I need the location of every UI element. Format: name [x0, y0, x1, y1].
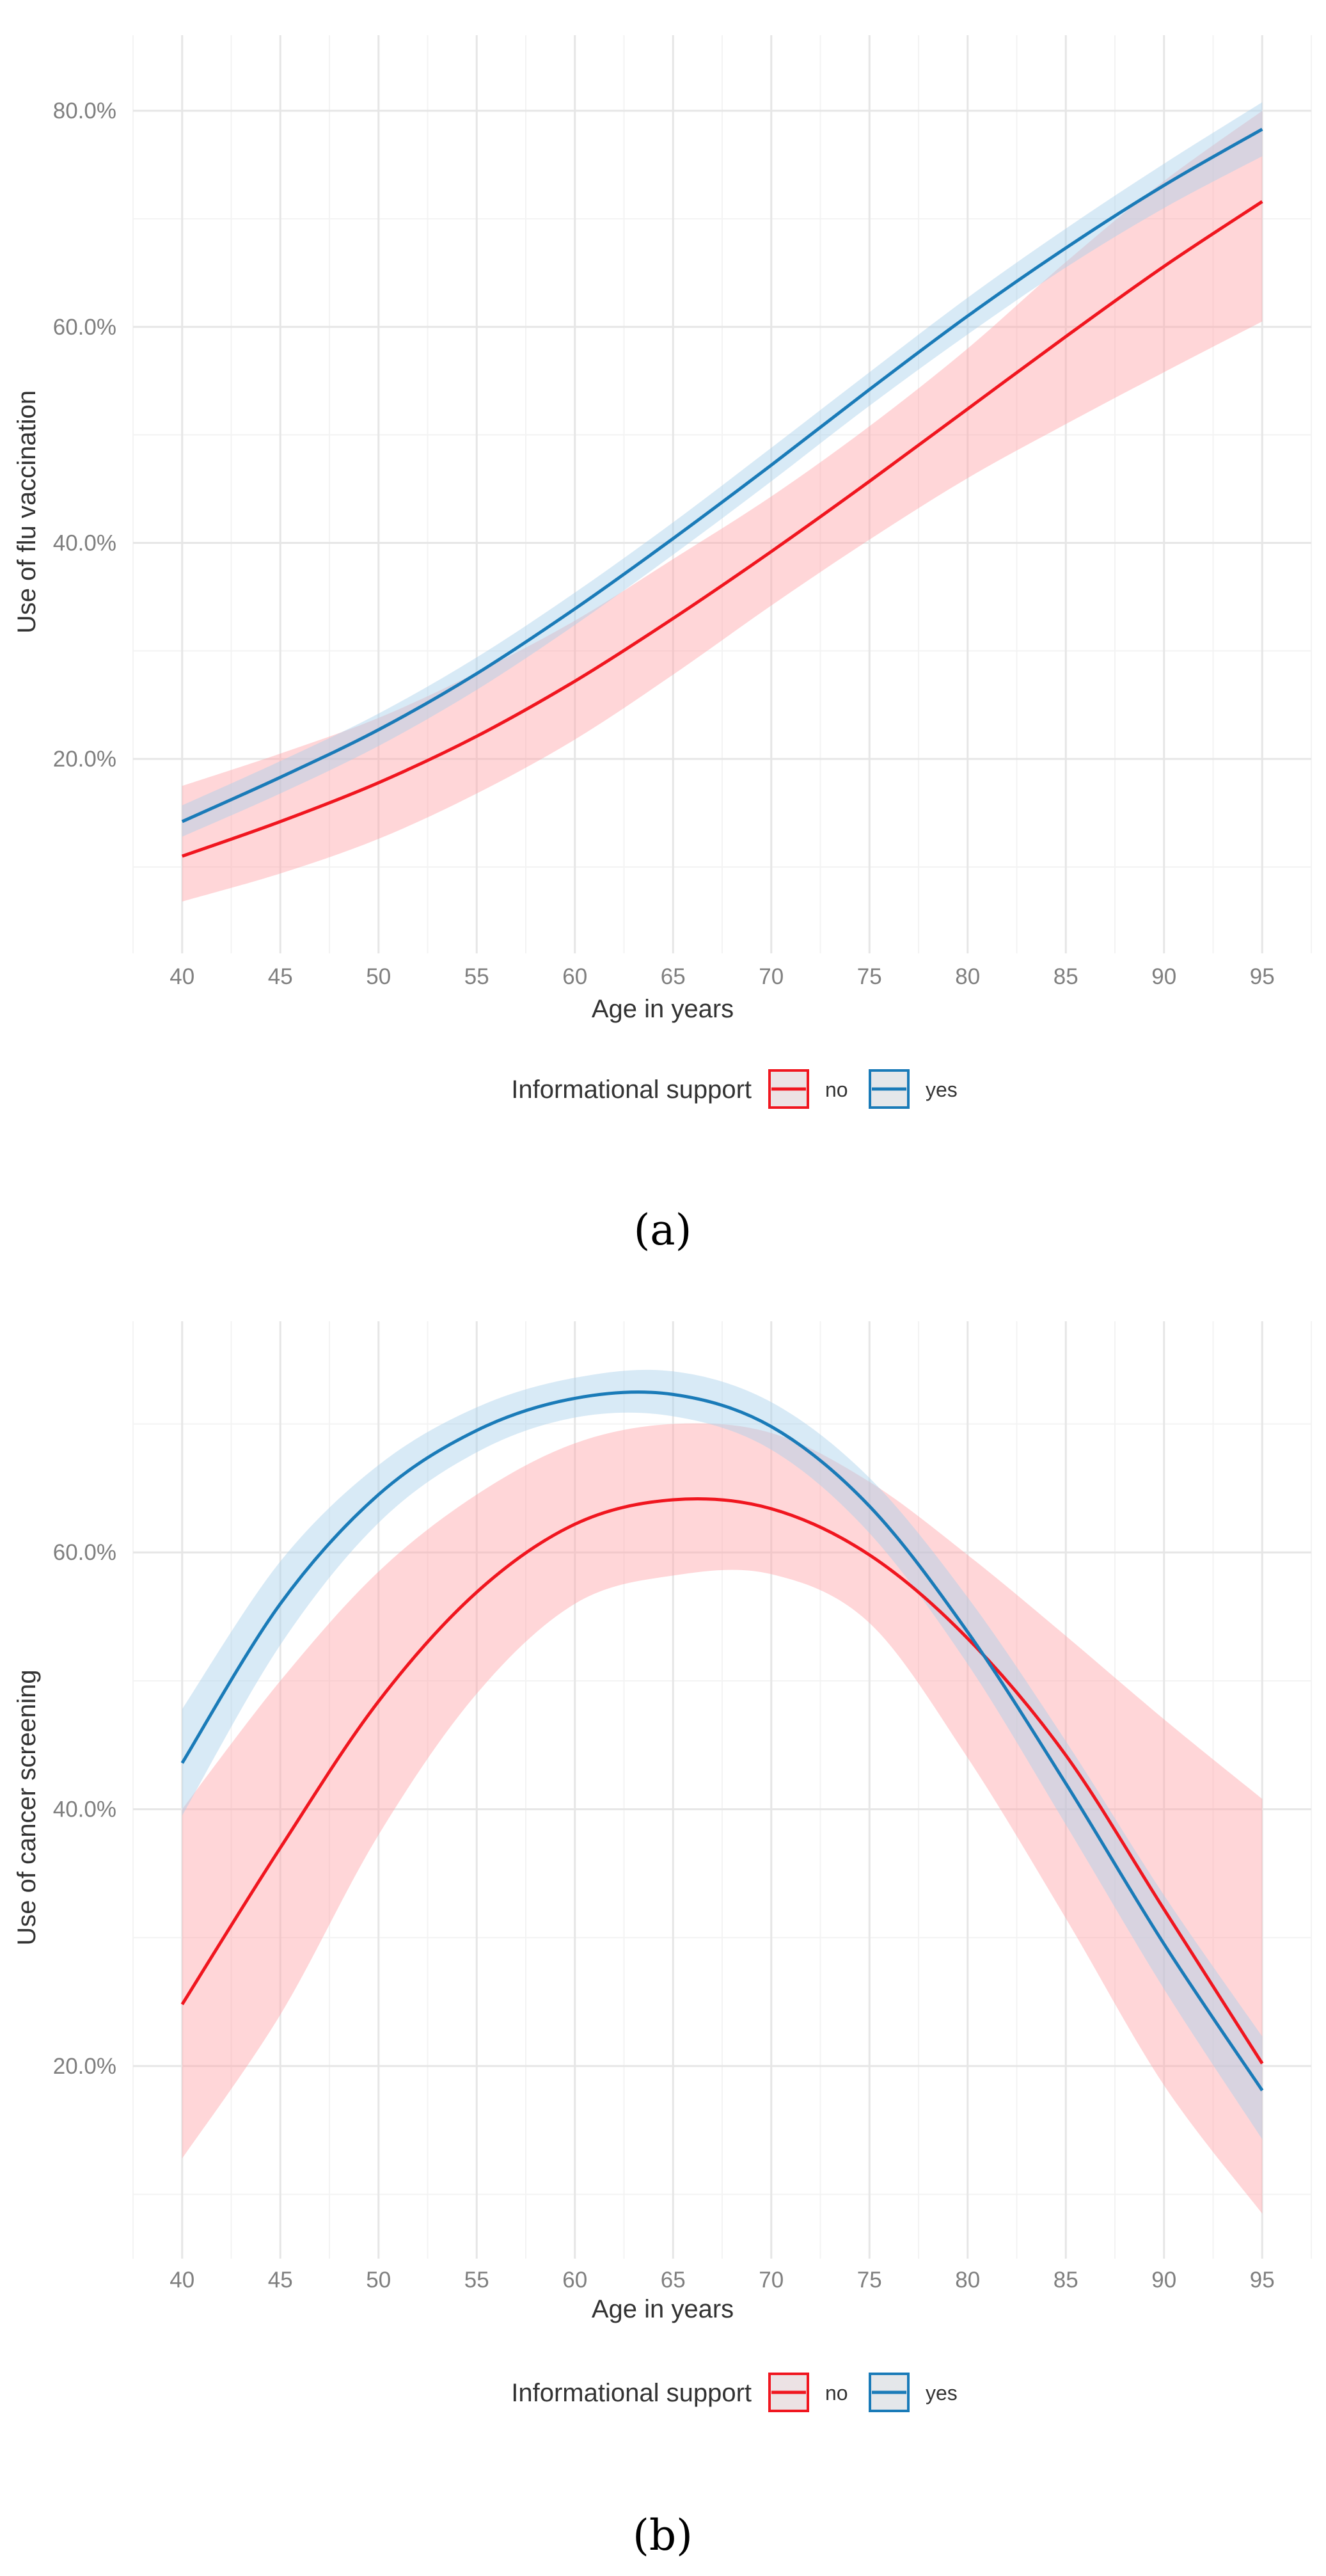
panel-a-caption: (a)	[634, 1205, 692, 1255]
panel-b-x-tick-label: 50	[366, 2268, 391, 2293]
panel-a-y-tick-label: 60.0%	[53, 315, 116, 340]
panel-a-y-tick-label: 20.0%	[53, 747, 116, 772]
panel-a-x-tick-label: 70	[759, 964, 784, 989]
panel-b-x-tick-label: 80	[955, 2268, 980, 2293]
panel-a-y-axis-title: Use of flu vaccination	[13, 390, 41, 633]
panel-a-y-tick-label: 40.0%	[53, 530, 116, 555]
panel-a-no-band-group	[182, 111, 1263, 902]
panel-a-x-tick-label: 85	[1054, 964, 1078, 989]
panel-b: 40 45 50 55 60 65 70 75 80 85 90 95 20.0…	[13, 1321, 1312, 2560]
panel-b-y-tick-label: 40.0%	[53, 1797, 116, 1822]
panel-b-x-tick-label: 70	[759, 2268, 784, 2293]
panel-b-y-tick-label: 20.0%	[53, 2054, 116, 2079]
panel-b-x-tick-label: 85	[1054, 2268, 1078, 2293]
panel-b-legend-title: Informational support	[511, 2379, 752, 2407]
panel-a-x-axis-title: Age in years	[592, 995, 734, 1023]
panel-b-yes-series-line	[180, 1390, 1264, 2092]
panel-a-no-confidence-band	[182, 111, 1263, 902]
panel-a-x-tick-label: 55	[464, 964, 489, 989]
panel-a-yes-series-line	[181, 127, 1263, 823]
panel-a-x-tick-label: 95	[1250, 964, 1275, 989]
panel-a-x-tick-label: 50	[366, 964, 391, 989]
panel-b-x-tick-label: 40	[170, 2268, 194, 2293]
panel-a-legend-key-no	[768, 1069, 809, 1109]
panel-a-yes-band-group	[182, 102, 1263, 837]
panel-a-legend-title: Informational support	[511, 1076, 752, 1104]
panel-a-x-tick-label: 60	[562, 964, 587, 989]
panel-b-x-tick-label: 55	[464, 2268, 489, 2293]
panel-a-legend-label-yes: yes	[926, 1078, 958, 1101]
panel-b-grid	[132, 1321, 1312, 2259]
panel-b-no-band-group	[182, 1423, 1263, 2214]
panel-a-grid	[132, 35, 1312, 953]
panel-b-x-tick-label: 45	[268, 2268, 293, 2293]
panel-b-caption: (b)	[633, 2511, 693, 2560]
panel-a-x-tick-label: 75	[857, 964, 882, 989]
panel-b-x-tick-labels: 40 45 50 55 60 65 70 75 80 85 90 95	[170, 2268, 1274, 2293]
panel-a-legend-key-yes	[869, 1069, 910, 1109]
panel-b-legend-label-yes: yes	[926, 2381, 958, 2405]
panel-a-no-series-line	[181, 200, 1263, 858]
panel-b-legend-key-no	[768, 2373, 809, 2412]
panel-a-y-tick-labels: 20.0% 40.0% 60.0% 80.0%	[53, 99, 116, 772]
panel-b-y-tick-label: 60.0%	[53, 1540, 116, 1565]
panel-a-yes-confidence-band	[182, 102, 1263, 837]
panel-a: 40 45 50 55 60 65 70 75 80 85 90 95 20.0…	[13, 35, 1312, 1255]
panel-b-legend-label-no: no	[825, 2381, 848, 2405]
panel-a-x-tick-label: 45	[268, 964, 293, 989]
panel-b-legend-key-yes	[869, 2373, 910, 2412]
panel-b-x-tick-label: 95	[1250, 2268, 1275, 2293]
panel-a-x-tick-label: 65	[661, 964, 686, 989]
panel-a-legend-label-no: no	[825, 1078, 848, 1101]
panel-b-no-series-line	[180, 1497, 1264, 2065]
panel-b-x-tick-label: 90	[1151, 2268, 1176, 2293]
panel-b-x-tick-label: 75	[857, 2268, 882, 2293]
panel-b-x-tick-label: 65	[661, 2268, 686, 2293]
panel-b-legend: Informational support no yes	[511, 2373, 958, 2412]
panel-a-x-tick-labels: 40 45 50 55 60 65 70 75 80 85 90 95	[170, 964, 1274, 989]
panel-a-x-tick-label: 80	[955, 964, 980, 989]
panel-a-y-tick-label: 80.0%	[53, 99, 116, 123]
panel-b-x-axis-title: Age in years	[592, 2295, 734, 2323]
panel-b-x-tick-label: 60	[562, 2268, 587, 2293]
panel-b-y-tick-labels: 20.0% 40.0% 60.0%	[53, 1540, 116, 2079]
panel-a-x-tick-label: 40	[170, 964, 194, 989]
panel-b-no-confidence-band	[182, 1423, 1263, 2214]
panel-a-legend: Informational support no yes	[511, 1069, 958, 1109]
panel-b-y-axis-title: Use of cancer screening	[13, 1669, 41, 1945]
panel-a-x-tick-label: 90	[1151, 964, 1176, 989]
